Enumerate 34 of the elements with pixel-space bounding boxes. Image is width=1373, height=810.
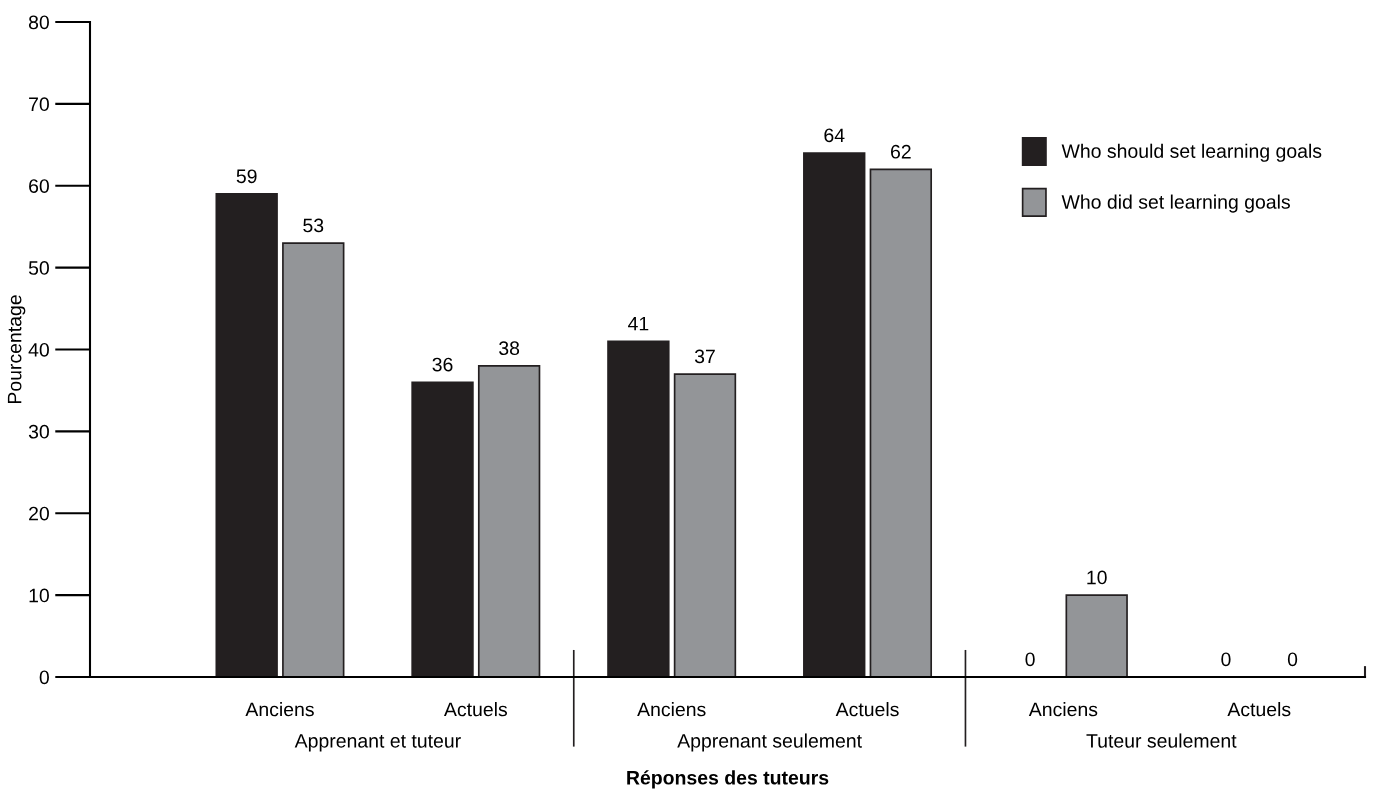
x-tick-label: Actuels	[835, 702, 899, 717]
data-label: 0	[1287, 652, 1298, 667]
y-tick-label: 30	[28, 424, 49, 439]
x-tick-label: Anciens	[1028, 702, 1098, 717]
data-label: 37	[694, 349, 715, 364]
x-tick-label: Anciens	[245, 702, 314, 717]
y-tick-label: 40	[28, 342, 49, 357]
y-tick-label: 80	[28, 15, 49, 30]
data-label: 62	[891, 144, 911, 159]
y-axis-title: Pourcentage	[7, 295, 26, 404]
data-label: 59	[236, 169, 257, 184]
data-label: 41	[628, 316, 649, 331]
y-tick-label: 70	[29, 97, 49, 112]
legend-label: Who should set learning goals	[1061, 143, 1322, 162]
text: Apprenant et tuteur	[294, 734, 461, 752]
data-label: 0	[1221, 652, 1231, 667]
x-tick-label: Actuels	[443, 702, 508, 717]
data-label: 38	[499, 341, 520, 356]
x-axis-title: Réponses des tuteurs	[627, 770, 829, 789]
data-label: 10	[1087, 570, 1107, 585]
data-label: 64	[824, 128, 845, 143]
y-tick-label: 20	[29, 506, 49, 521]
data-label: 0	[1025, 652, 1035, 667]
y-tick-label: 10	[29, 588, 49, 603]
text: Tuteur seulement	[1086, 733, 1237, 748]
y-tick-label: 0	[39, 670, 49, 685]
data-label: 36	[432, 357, 453, 372]
data-label: 53	[303, 218, 324, 233]
x-tick-label: Actuels	[1227, 702, 1291, 717]
y-tick-label: 60	[29, 179, 49, 193]
y-tick-label: 50	[28, 261, 49, 275]
legend-label: Who did set learning goals	[1061, 194, 1290, 213]
x-tick-label: Anciens	[637, 702, 706, 717]
text: Apprenant seulement	[677, 733, 862, 752]
